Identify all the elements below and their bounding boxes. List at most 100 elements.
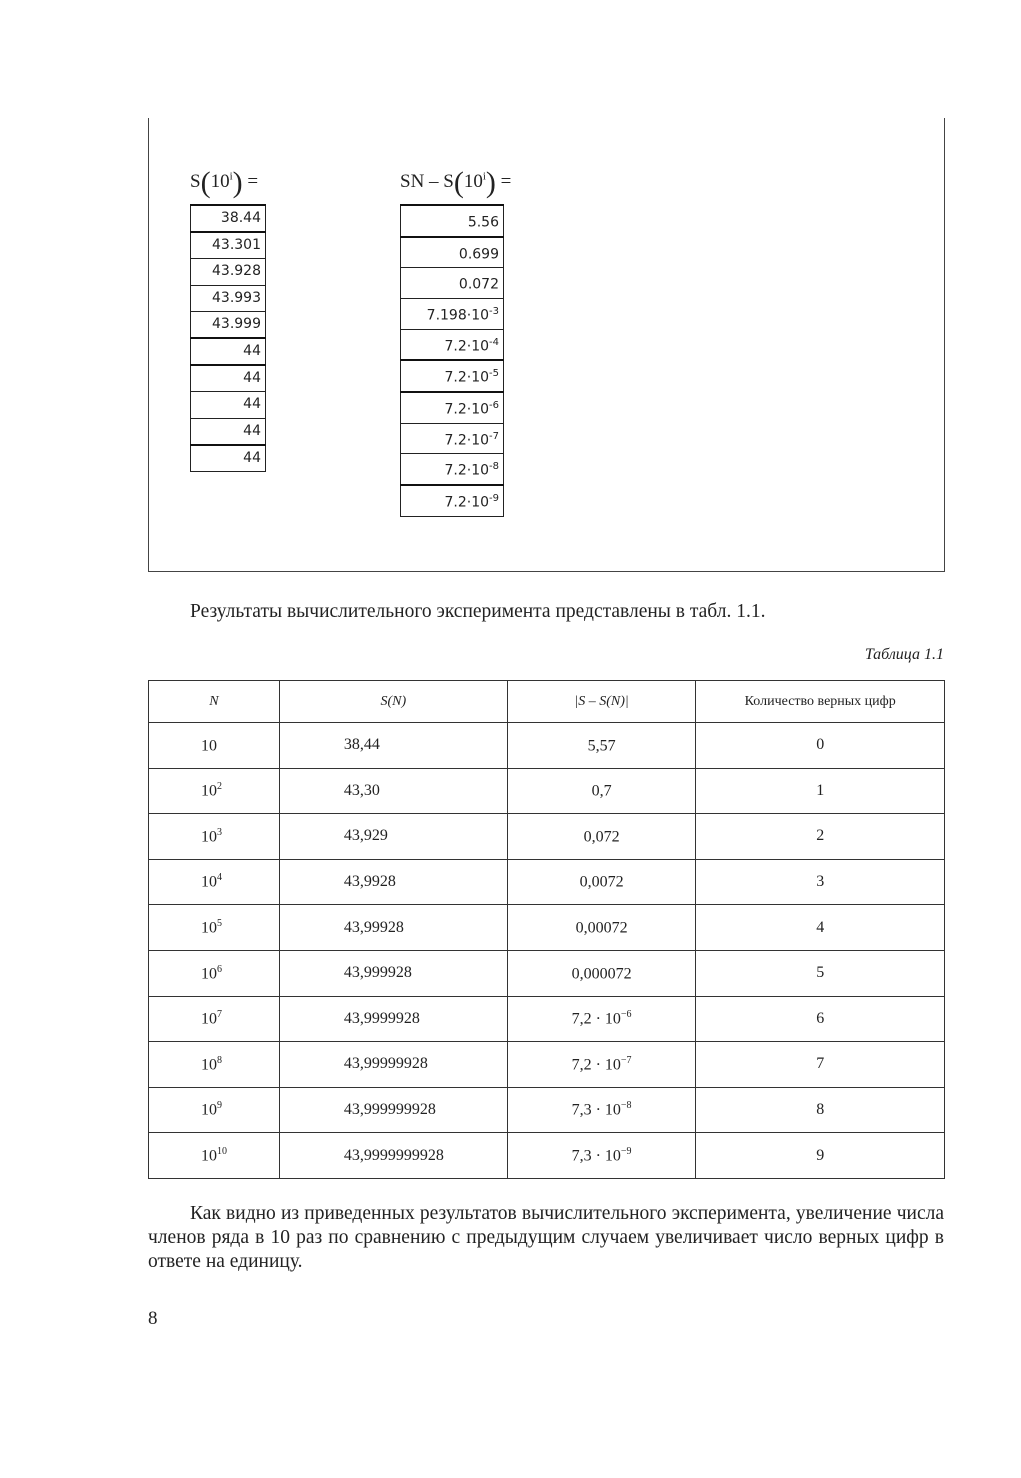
cell-n: 105 <box>148 904 280 951</box>
left-value-row: 44 <box>190 417 266 446</box>
conclusion-paragraph: Как видно из приведенных результатов выч… <box>148 1203 944 1272</box>
right-value-cell: 7.2·10-7 <box>400 422 504 455</box>
error-base: 0,7 <box>591 782 612 800</box>
n-exponent: 4 <box>217 872 222 884</box>
cell-error: 0,0072 <box>506 858 697 906</box>
left-value-row: 44 <box>190 391 266 419</box>
right-value-row: 0.699 <box>400 235 504 269</box>
table-caption: Таблица 1.1 <box>864 646 944 663</box>
left-value-row: 44 <box>190 336 266 366</box>
error-exponent: −6 <box>620 1009 632 1021</box>
results-table: N S(N) |S – S(N)| Количество верных цифр… <box>148 680 945 1179</box>
n-exponent: 5 <box>217 918 222 929</box>
value-exponent: -7 <box>489 430 499 442</box>
left-value-row: 43.928 <box>190 258 266 286</box>
cell-n: 108 <box>148 1041 280 1088</box>
value-base: 7.2·10 <box>444 494 490 511</box>
cell-correct-digits: 0 <box>695 722 945 769</box>
header-n: N <box>148 680 280 723</box>
table-row: 103 43,929 0,072 2 <box>148 813 945 860</box>
error-exponent: −9 <box>620 1145 632 1157</box>
left-value-row: 38.44 <box>190 203 266 233</box>
cell-sn: 43,30 <box>278 767 508 815</box>
left-value-cell: 38.44 <box>190 203 266 233</box>
n-exponent: 9 <box>217 1100 222 1112</box>
cell-sn: 43,9999999928 <box>278 1132 508 1179</box>
right-value-cell: 7.2·10-6 <box>400 390 504 424</box>
error-base: 5,57 <box>587 736 616 754</box>
right-value-cell: 5.56 <box>400 204 504 238</box>
table-row: 105 43,99928 0,00072 4 <box>148 904 945 951</box>
right-value-cell: 7.2·10-5 <box>400 359 504 393</box>
cell-n: 102 <box>148 767 280 815</box>
header-error: |S – S(N)| <box>506 680 697 723</box>
cell-error: 0,072 <box>506 813 697 860</box>
table-row: 1010 43,9999999928 7,3 · 10−9 9 <box>148 1132 945 1179</box>
left-values-table: 38.44 43.301 43.928 43.993 43.999 44 44 44 44 44 <box>190 203 266 472</box>
cell-sn: 43,9928 <box>278 858 508 906</box>
value-base: 7.2·10 <box>444 401 490 418</box>
left-value-row: 43.999 <box>190 310 266 339</box>
value-base: 0.699 <box>458 246 499 263</box>
mathcad-worksheet-frame <box>148 118 945 572</box>
cell-n: 109 <box>148 1086 280 1134</box>
header-correct-digits: Количество верных цифр <box>695 680 945 723</box>
left-value-cell: 44 <box>190 336 266 366</box>
right-value-cell: 7.198·10-3 <box>400 297 504 330</box>
cell-correct-digits: 3 <box>695 858 945 906</box>
left-value-row: 43.301 <box>190 231 266 260</box>
value-base: 5.56 <box>467 214 499 231</box>
cell-n: 103 <box>148 813 280 860</box>
error-base: 7,3 · 10 <box>571 1101 621 1119</box>
left-value-cell: 44 <box>190 391 266 419</box>
table-row: 108 43,99999928 7,2 · 10−7 7 <box>148 1041 945 1088</box>
cell-error: 7,3 · 10−8 <box>506 1086 697 1134</box>
value-base: 7.2·10 <box>444 369 490 386</box>
cell-n: 10 <box>148 722 280 769</box>
error-base: 7,3 · 10 <box>571 1147 621 1165</box>
intro-paragraph: Результаты вычислительного эксперимента … <box>190 601 766 622</box>
cell-correct-digits: 8 <box>695 1086 945 1134</box>
n-base: 10 <box>201 1147 217 1165</box>
value-base: 7.2·10 <box>444 432 490 449</box>
error-exponent: −7 <box>620 1054 632 1066</box>
cell-error: 5,57 <box>506 722 697 769</box>
n-base: 10 <box>201 1056 217 1074</box>
right-value-row: 7.2·10-7 <box>400 422 504 455</box>
cell-correct-digits: 5 <box>695 949 945 997</box>
left-value-cell: 43.999 <box>190 310 266 339</box>
cell-n: 106 <box>148 949 280 997</box>
n-base: 10 <box>201 736 217 754</box>
cell-sn: 38,44 <box>278 722 508 769</box>
cell-sn: 43,929 <box>278 813 508 860</box>
value-exponent: -9 <box>489 492 499 504</box>
table-row: 107 43,9999928 7,2 · 10−6 6 <box>148 995 945 1043</box>
cell-error: 7,2 · 10−7 <box>506 1041 697 1088</box>
right-value-row: 7.2·10-4 <box>400 328 504 361</box>
n-exponent: 8 <box>217 1054 222 1066</box>
page-number: 8 <box>148 1308 158 1329</box>
left-value-cell: 44 <box>190 364 266 393</box>
right-value-row: 7.2·10-6 <box>400 390 504 424</box>
value-base: 7.2·10 <box>444 462 490 479</box>
n-exponent: 10 <box>217 1145 227 1157</box>
value-exponent: -5 <box>489 368 499 380</box>
table-header-row: N S(N) |S – S(N)| Количество верных цифр <box>148 680 945 723</box>
left-value-row: 44 <box>190 443 266 472</box>
table-row: 106 43,999928 0,000072 5 <box>148 949 945 997</box>
right-value-cell: 0.699 <box>400 235 504 269</box>
value-exponent: -4 <box>489 336 499 348</box>
right-value-row: 7.2·10-8 <box>400 453 504 486</box>
right-value-cell: 7.2·10-4 <box>400 328 504 361</box>
cell-sn: 43,99928 <box>278 904 508 951</box>
n-base: 10 <box>201 828 217 846</box>
table-row: 109 43,999999928 7,3 · 10−8 8 <box>148 1086 945 1134</box>
left-value-cell: 43.301 <box>190 231 266 260</box>
value-exponent: -6 <box>489 399 499 411</box>
left-value-row: 43.993 <box>190 284 266 312</box>
cell-n: 1010 <box>148 1132 280 1179</box>
error-base: 7,2 · 10 <box>571 1010 621 1028</box>
cell-sn: 43,99999928 <box>278 1041 508 1088</box>
cell-error: 0,7 <box>506 767 697 815</box>
